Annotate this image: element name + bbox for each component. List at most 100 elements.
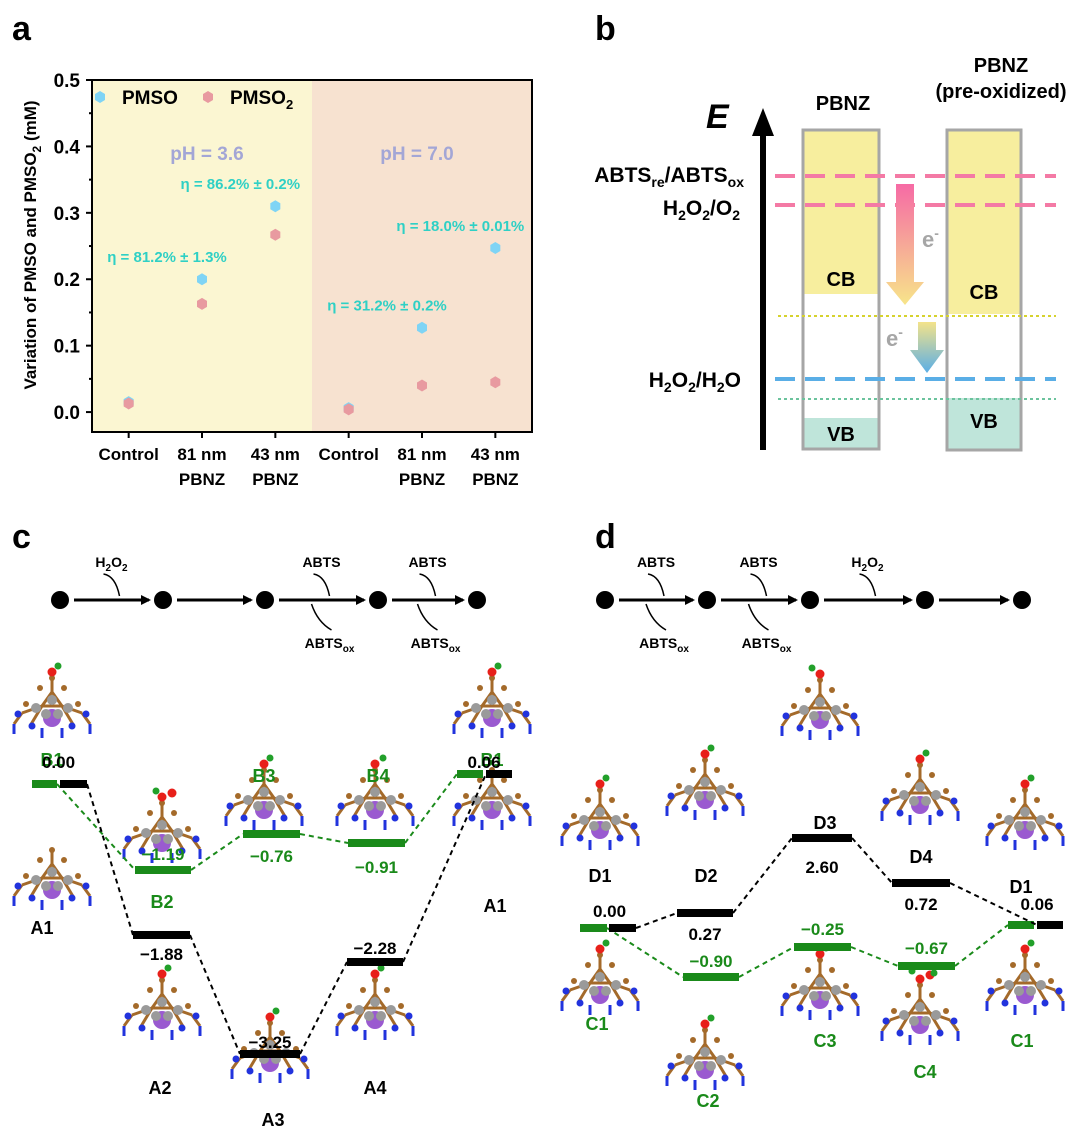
energy-connector-green: [56, 783, 136, 871]
molecule-structure: [12, 662, 92, 738]
energy-value-green: −0.67: [905, 939, 948, 958]
panel-label-d: d: [595, 518, 616, 556]
x-tick-label: Control: [98, 445, 158, 464]
data-point-series-2: [417, 379, 427, 392]
energy-value-black: 0.27: [688, 925, 721, 944]
state-label-green: C4: [913, 1062, 936, 1082]
energy-value-black: 0.06: [1020, 895, 1053, 914]
molecule-structure: [335, 964, 415, 1040]
level-label-h2o2-o2: H2O2/O2: [663, 197, 740, 223]
energy-connector-black: [732, 837, 793, 914]
y-axis-label: Variation of PMSO and PMSO2 (mM): [21, 100, 44, 389]
electron-label-1: e-: [922, 225, 939, 252]
column-header-pre-oxidized-line2: (pre-oxidized): [935, 81, 1066, 103]
x-tick-label-line2: PBNZ: [252, 470, 298, 489]
y-tick-label: 0.3: [54, 204, 80, 225]
molecule-structure: [665, 1014, 745, 1090]
reaction-sequence-d: ABTS ABTSox ABTS ABTSox H2O2: [596, 554, 1031, 655]
molecule-structure: [665, 744, 745, 820]
state-label-green: C2: [696, 1091, 719, 1111]
molecule-structure: [452, 767, 532, 830]
level-label-h2o2-h2o: H2O2/H2O: [649, 369, 741, 395]
efficiency-annotation: η = 86.2% ± 0.2%: [181, 176, 301, 193]
state-label-green: B1: [480, 750, 503, 770]
state-label-green: B4: [366, 766, 389, 786]
reactant-label: H2O2: [95, 554, 128, 574]
product-curve: [645, 603, 667, 631]
efficiency-annotation: η = 81.2% ± 1.3%: [107, 249, 227, 266]
y-tick-label: 0.4: [54, 137, 81, 158]
vb-label-pbnz: VB: [827, 424, 855, 446]
energy-connector-black: [189, 934, 241, 1055]
intermediate-dot: [256, 591, 274, 609]
level-label-abts: ABTSre/ABTSox: [594, 164, 744, 190]
product-label: ABTSox: [639, 635, 689, 655]
data-point-series-2: [197, 297, 207, 310]
efficiency-annotation: η = 18.0% ± 0.01%: [396, 218, 524, 235]
data-point-series-2: [123, 397, 134, 410]
data-point-series-2: [343, 403, 354, 416]
reactant-label: ABTS: [302, 554, 340, 570]
intermediate-dot: [468, 591, 486, 609]
region-label-ph-neutral: pH = 7.0: [380, 144, 453, 165]
state-label-green: B3: [252, 766, 275, 786]
energy-connector-black: [949, 882, 1038, 926]
x-tick-label-line2: PBNZ: [399, 470, 445, 489]
energy-value-green: −0.91: [355, 858, 398, 877]
molecule-structure: [985, 939, 1065, 1015]
energy-value-black: −2.28: [353, 939, 396, 958]
data-point-series-2: [270, 228, 281, 241]
column-header-pre-oxidized-line1: PBNZ: [974, 55, 1028, 77]
energy-axis-arrowhead: [752, 108, 774, 136]
y-axis-ticks: 0.0 0.1 0.2 0.3 0.4 0.5: [54, 71, 92, 424]
energy-value-green: −0.76: [250, 847, 293, 866]
molecule-structure: [224, 754, 304, 830]
energy-value-black: −3.25: [248, 1033, 291, 1052]
energy-axis-label: E: [706, 98, 730, 136]
efficiency-annotation: η = 31.2% ± 0.2%: [327, 298, 447, 315]
plot-frame: [91, 79, 533, 433]
reactant-label: H2O2: [851, 554, 884, 574]
energy-connector-green: [404, 773, 458, 844]
energy-connector-green: [954, 924, 1009, 967]
panel-c: c H2O2 ABTS ABTSox ABTS ABTSox B1 −1.19 B2 −0.7…: [12, 518, 532, 1130]
band-frame-pre-oxidized: [945, 128, 1023, 452]
reaction-sequence-c: H2O2 ABTS ABTSox ABTS ABTSox: [51, 554, 486, 655]
intermediate-dot: [1013, 591, 1031, 609]
conduction-band-pre-oxidized: [947, 130, 1021, 314]
energy-value-green: −0.25: [801, 920, 844, 939]
molecule-structure: [122, 964, 202, 1040]
reactant-curve: [859, 573, 877, 597]
x-tick-label: Control: [318, 445, 378, 464]
product-curve: [310, 603, 332, 631]
x-tick-label: 43 nm: [251, 445, 300, 464]
x-tick-label: 81 nm: [397, 445, 446, 464]
state-label-black: D3: [813, 813, 836, 833]
intermediate-dot: [916, 591, 934, 609]
product-curve: [747, 603, 769, 631]
data-points: [123, 200, 501, 416]
molecule-structure: [12, 847, 92, 910]
panel-label-c: c: [12, 518, 31, 556]
energy-value-black: 2.60: [805, 858, 838, 877]
reactant-curve: [313, 573, 331, 597]
data-point-series-1: [197, 273, 207, 286]
region-label-ph-acidic: pH = 3.6: [170, 144, 243, 165]
band-frame-pbnz: [801, 128, 881, 451]
reactant-label: ABTS: [637, 554, 675, 570]
energy-connector-black: [635, 912, 678, 929]
energy-connector-black: [851, 837, 893, 884]
energy-value-green: −1.19: [141, 845, 184, 864]
state-label-green: B2: [150, 892, 173, 912]
molecule-structure: [985, 774, 1065, 850]
energy-connector-black: [299, 961, 348, 1055]
state-label-black: A1: [30, 918, 53, 938]
state-label-black: A4: [363, 1078, 386, 1098]
x-tick-label: 43 nm: [471, 445, 520, 464]
data-point-series-1: [417, 321, 427, 334]
reactant-label: ABTS: [408, 554, 446, 570]
molecule-structure: [880, 967, 960, 1045]
valence-band-pre-oxidized: [947, 398, 1021, 450]
molecule-structure: [335, 754, 415, 830]
